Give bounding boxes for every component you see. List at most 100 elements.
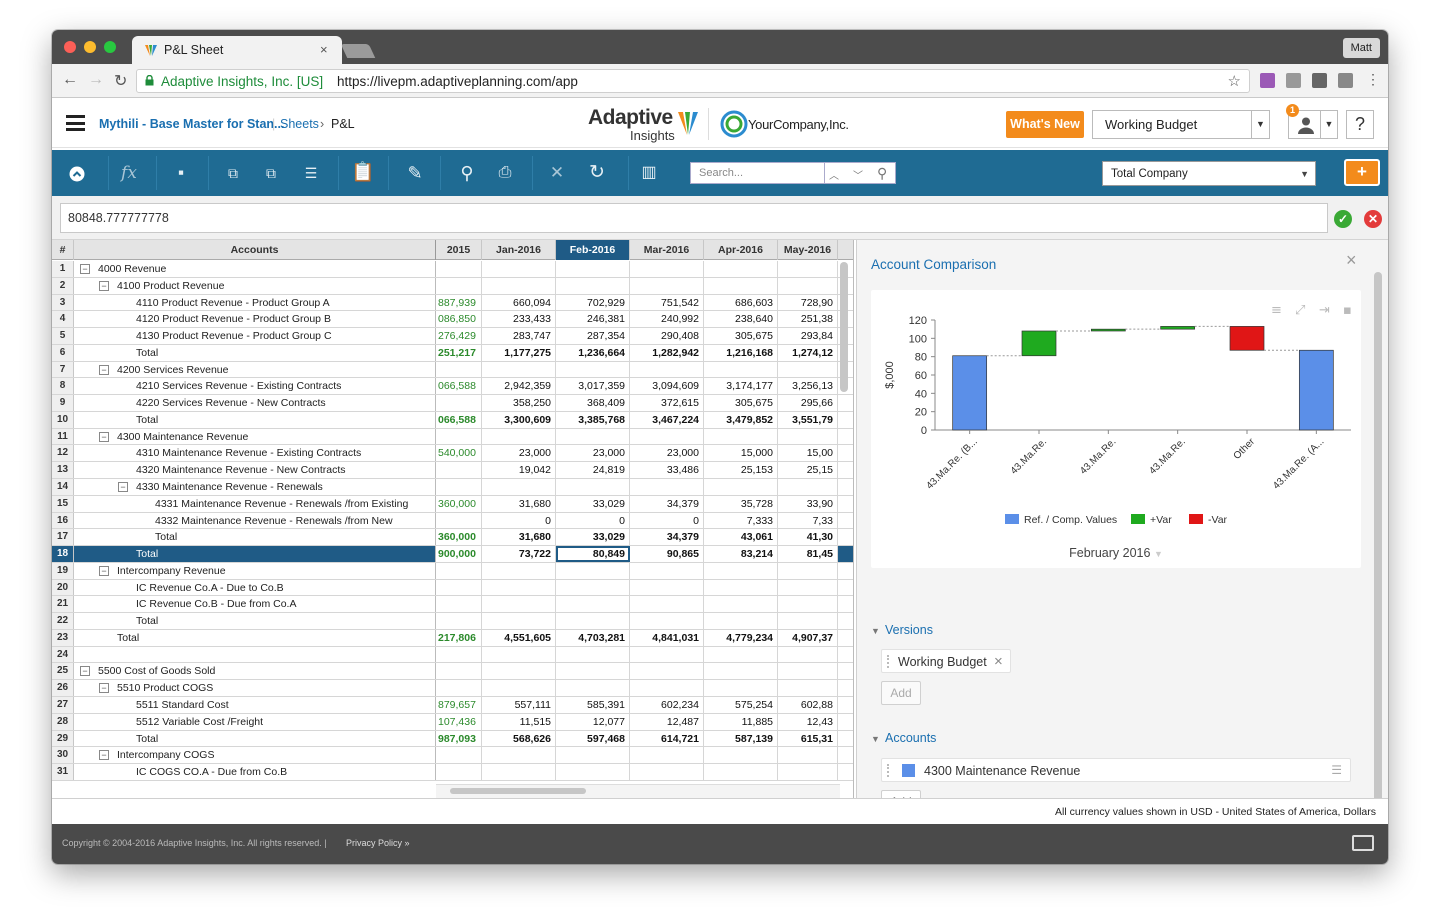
value-cell[interactable]: 251,38 <box>778 311 838 328</box>
column-header[interactable]: Mar-2016 <box>630 240 704 260</box>
value-cell[interactable] <box>630 613 704 629</box>
collapse-toggle-icon[interactable]: − <box>99 750 109 761</box>
value-cell[interactable] <box>630 596 704 613</box>
value-cell[interactable]: 295,66 <box>778 395 838 411</box>
value-cell[interactable]: 751,542 <box>630 294 704 311</box>
value-cell[interactable] <box>556 361 630 378</box>
accounts-caret-icon[interactable]: ▼ <box>871 734 880 744</box>
row-number[interactable]: 26 <box>52 680 74 697</box>
value-cell[interactable]: 7,333 <box>704 512 778 529</box>
value-cell[interactable]: 3,467,224 <box>630 411 704 428</box>
row-number[interactable]: 13 <box>52 462 74 478</box>
extension-mail-icon[interactable] <box>1338 73 1353 88</box>
account-cell[interactable]: Total <box>74 546 436 562</box>
value-cell[interactable] <box>778 646 838 663</box>
value-cell[interactable]: 372,615 <box>630 395 704 411</box>
copy-icon[interactable]: ⧉ <box>228 165 238 181</box>
row-number[interactable]: 3 <box>52 294 74 311</box>
notification-badge[interactable]: 1 <box>1286 104 1299 117</box>
account-cell[interactable]: 4310 Maintenance Revenue - Existing Cont… <box>74 445 436 462</box>
account-cell[interactable]: −5500 Cost of Goods Sold <box>74 663 436 680</box>
help-button[interactable]: ? <box>1346 110 1374 139</box>
value-cell[interactable]: 33,90 <box>778 495 838 512</box>
value-cell[interactable]: 80,849 <box>556 546 630 562</box>
account-cell[interactable]: 4130 Product Revenue - Product Group C <box>74 328 436 344</box>
row-number[interactable]: 22 <box>52 613 74 629</box>
value-cell[interactable]: 066,588 <box>436 411 482 428</box>
value-cell[interactable]: 35,728 <box>704 495 778 512</box>
value-cell[interactable] <box>704 613 778 629</box>
chart-save-icon[interactable]: ▪ <box>1343 303 1352 318</box>
value-cell[interactable]: 3,300,609 <box>482 411 556 428</box>
account-cell[interactable]: Total <box>74 344 436 361</box>
account-cell[interactable]: − Intercompany COGS <box>74 747 436 764</box>
account-cell[interactable]: IC COGS CO.A - Due from Co.B <box>74 764 436 780</box>
row-number[interactable]: 19 <box>52 562 74 579</box>
chart-menu-icon[interactable]: ≡ <box>1271 303 1282 318</box>
value-cell[interactable]: 3,385,768 <box>556 411 630 428</box>
value-cell[interactable] <box>556 562 630 579</box>
value-cell[interactable] <box>704 428 778 445</box>
table-row[interactable]: 27 5511 Standard Cost 879,657 557,111 585,39… <box>52 697 853 714</box>
value-cell[interactable] <box>436 512 482 529</box>
collapse-toggle-icon[interactable]: − <box>80 666 90 677</box>
value-cell[interactable]: 23,000 <box>482 445 556 462</box>
account-cell[interactable]: −4330 Maintenance Revenue - Renewals <box>74 479 436 495</box>
table-row[interactable]: 18 Total 900,000 73,722 80,849 90,865 83,214 81… <box>52 546 853 563</box>
value-cell[interactable] <box>436 562 482 579</box>
paste-icon[interactable]: ⧉ <box>266 165 276 181</box>
value-cell[interactable] <box>556 646 630 663</box>
value-cell[interactable]: 2,942,359 <box>482 378 556 395</box>
extension-onenote-icon[interactable] <box>1260 73 1275 88</box>
account-cell[interactable]: Total <box>74 613 436 629</box>
value-cell[interactable]: 3,256,13 <box>778 378 838 395</box>
value-cell[interactable] <box>778 479 838 495</box>
value-cell[interactable]: 31,680 <box>482 495 556 512</box>
table-row[interactable]: 21 IC Revenue Co.B - Due from Co.A <box>52 596 853 614</box>
column-header[interactable]: 2015 <box>436 240 482 260</box>
value-cell[interactable] <box>482 361 556 378</box>
account-cell[interactable]: Total <box>74 730 436 747</box>
value-cell[interactable] <box>778 747 838 764</box>
value-cell[interactable] <box>436 663 482 680</box>
url-field[interactable]: Adaptive Insights, Inc. [US] https://liv… <box>136 69 1250 93</box>
account-cell[interactable] <box>74 646 436 663</box>
table-row[interactable]: 24 <box>52 646 853 664</box>
value-cell[interactable]: 25,15 <box>778 462 838 478</box>
value-cell[interactable] <box>556 747 630 764</box>
value-cell[interactable]: 0 <box>482 512 556 529</box>
value-cell[interactable] <box>630 479 704 495</box>
chart-icon[interactable]: ▥ <box>641 164 657 181</box>
value-cell[interactable]: 597,468 <box>556 730 630 747</box>
add-version-button[interactable]: Add <box>881 681 921 705</box>
table-row[interactable]: 22 Total <box>52 613 853 630</box>
row-number[interactable]: 4 <box>52 311 74 328</box>
extension-camera-icon[interactable] <box>1286 73 1301 88</box>
column-header[interactable]: Apr-2016 <box>704 240 778 260</box>
minimize-window-icon[interactable] <box>84 41 96 53</box>
account-cell[interactable]: Total <box>74 629 436 646</box>
value-cell[interactable] <box>436 479 482 495</box>
value-cell[interactable]: 73,722 <box>482 546 556 562</box>
value-cell[interactable] <box>556 680 630 697</box>
value-cell[interactable]: 614,721 <box>630 730 704 747</box>
value-cell[interactable] <box>436 395 482 411</box>
value-cell[interactable] <box>482 764 556 780</box>
value-cell[interactable]: 0 <box>630 512 704 529</box>
value-cell[interactable] <box>704 680 778 697</box>
value-cell[interactable] <box>704 646 778 663</box>
value-cell[interactable]: 283,747 <box>482 328 556 344</box>
value-cell[interactable]: 83,214 <box>704 546 778 562</box>
browser-menu-icon[interactable]: ⋮ <box>1366 71 1380 87</box>
hamburger-menu-icon[interactable] <box>66 115 85 131</box>
value-cell[interactable] <box>630 261 704 277</box>
value-cell[interactable] <box>630 562 704 579</box>
value-cell[interactable] <box>436 428 482 445</box>
value-cell[interactable]: 287,354 <box>556 328 630 344</box>
value-cell[interactable]: 81,45 <box>778 546 838 562</box>
value-cell[interactable] <box>436 462 482 478</box>
extension-shield-icon[interactable] <box>1312 73 1327 88</box>
value-cell[interactable] <box>630 646 704 663</box>
table-row[interactable]: 15 4331 Maintenance Revenue - Renewals /f… <box>52 495 853 513</box>
chart-export-icon[interactable]: ⇥ <box>1319 303 1330 318</box>
